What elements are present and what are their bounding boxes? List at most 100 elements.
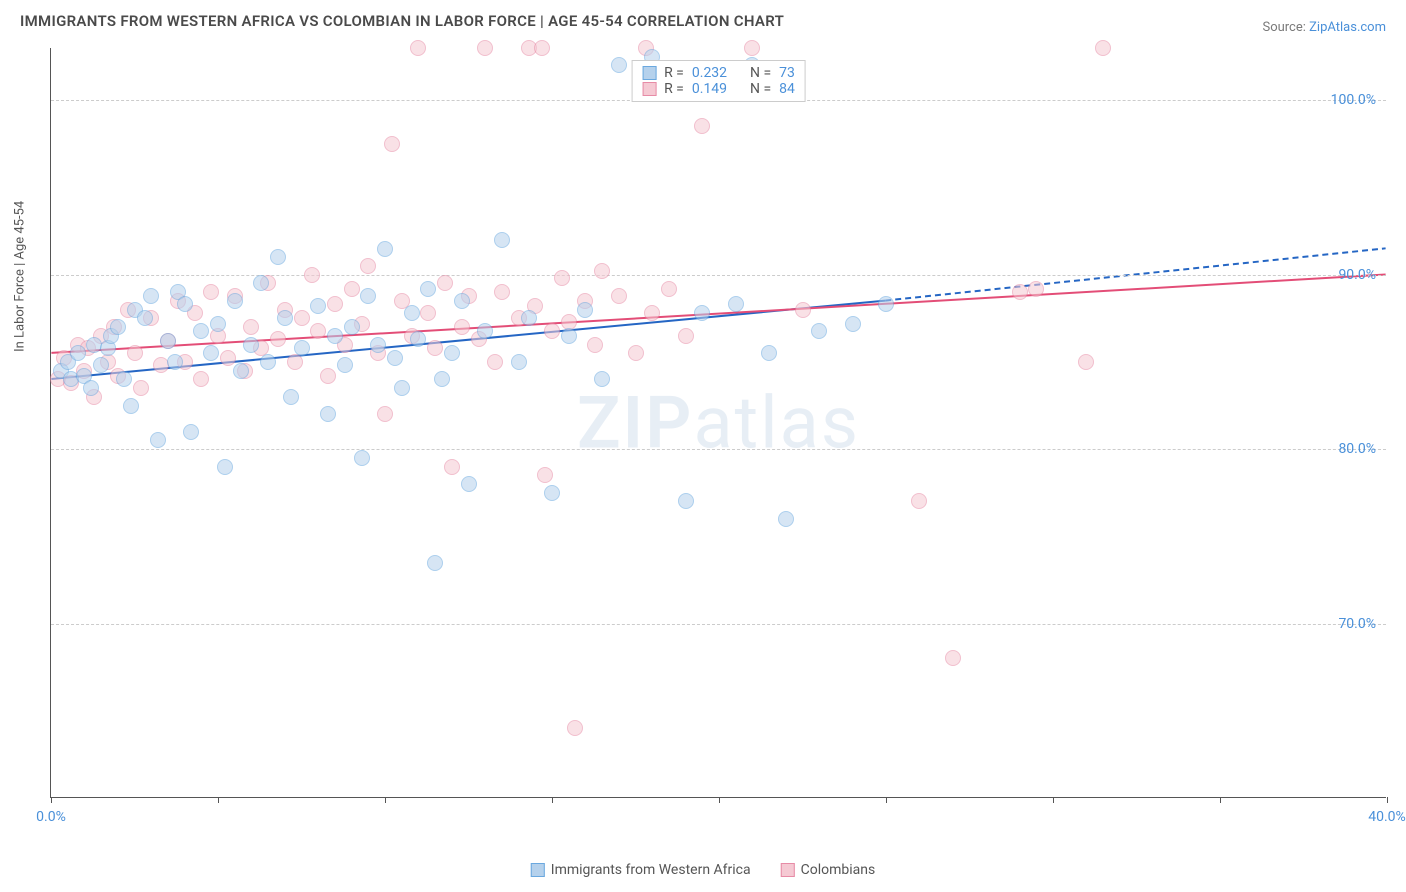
blue-point: [310, 298, 326, 314]
blue-point: [394, 380, 410, 396]
pink-point: [694, 118, 710, 134]
blue-point: [694, 305, 710, 321]
pink-point: [477, 40, 493, 56]
blue-point: [410, 331, 426, 347]
y-tick-label: 80.0%: [1338, 441, 1376, 457]
pink-point: [377, 406, 393, 422]
pink-point: [437, 275, 453, 291]
r-label: R =: [664, 81, 684, 97]
blue-point: [594, 371, 610, 387]
pink-point: [127, 345, 143, 361]
pink-point: [320, 368, 336, 384]
x-tick: [1387, 797, 1388, 803]
blue-point: [143, 288, 159, 304]
blue-point: [511, 354, 527, 370]
blue-point: [320, 406, 336, 422]
blue-point: [260, 354, 276, 370]
blue-point: [110, 319, 126, 335]
y-tick-label: 70.0%: [1338, 616, 1376, 632]
legend-swatch: [531, 863, 545, 877]
x-tick: [218, 797, 219, 803]
pink-point: [594, 263, 610, 279]
x-tick: [385, 797, 386, 803]
pink-point: [744, 40, 760, 56]
blue-point: [461, 476, 477, 492]
pink-point: [454, 319, 470, 335]
blue-point: [294, 340, 310, 356]
gridline-h: [51, 449, 1386, 450]
blue-point: [83, 380, 99, 396]
blue-point: [354, 450, 370, 466]
blue-point: [123, 398, 139, 414]
blue-point: [177, 296, 193, 312]
pink-point: [360, 258, 376, 274]
blue-point: [577, 302, 593, 318]
pink-point: [494, 284, 510, 300]
pink-point: [220, 350, 236, 366]
pink-point: [1078, 354, 1094, 370]
pink-point: [294, 310, 310, 326]
legend-swatch: [642, 66, 656, 80]
blue-point: [160, 333, 176, 349]
blue-point: [811, 323, 827, 339]
n-value: 84: [779, 81, 795, 97]
x-tick-label: 0.0%: [36, 809, 66, 825]
pink-point: [611, 288, 627, 304]
watermark: ZIPatlas: [577, 380, 860, 465]
watermark-rest: atlas: [693, 380, 860, 465]
blue-point: [427, 555, 443, 571]
pink-point: [193, 371, 209, 387]
pink-point: [678, 328, 694, 344]
pink-point: [567, 720, 583, 736]
x-tick: [1220, 797, 1221, 803]
r-value: 0.149: [692, 81, 727, 97]
pink-point: [661, 281, 677, 297]
blue-point: [728, 296, 744, 312]
pink-point: [945, 650, 961, 666]
blue-point: [93, 357, 109, 373]
blue-point: [444, 345, 460, 361]
blue-point: [243, 337, 259, 353]
pink-point: [795, 302, 811, 318]
pink-point: [544, 323, 560, 339]
blue-point: [387, 350, 403, 366]
blue-point: [845, 316, 861, 332]
n-value: 73: [779, 65, 795, 81]
legend-item: Immigrants from Western Africa: [531, 862, 751, 878]
blue-point: [137, 310, 153, 326]
blue-point: [344, 319, 360, 335]
legend-label: Immigrants from Western Africa: [551, 862, 751, 878]
pink-point: [410, 40, 426, 56]
blue-point: [360, 288, 376, 304]
blue-point: [270, 249, 286, 265]
pink-point: [287, 354, 303, 370]
chart-title: IMMIGRANTS FROM WESTERN AFRICA VS COLOMB…: [20, 12, 784, 30]
blue-point: [494, 232, 510, 248]
blue-point: [233, 363, 249, 379]
blue-point: [253, 275, 269, 291]
blue-point: [404, 305, 420, 321]
blue-point: [544, 485, 560, 501]
blue-point: [778, 511, 794, 527]
legend-correlation-box: R = 0.232 N = 73 R = 0.149 N = 84: [631, 60, 806, 102]
pink-point: [427, 340, 443, 356]
blue-point: [150, 432, 166, 448]
pink-point: [420, 305, 436, 321]
source-attribution: Source: ZipAtlas.com: [1262, 20, 1386, 35]
y-axis-label: In Labor Force | Age 45-54: [13, 201, 28, 352]
source-link[interactable]: ZipAtlas.com: [1309, 20, 1386, 35]
pink-point: [327, 296, 343, 312]
y-tick-label: 100.0%: [1331, 92, 1376, 108]
blue-point: [217, 459, 233, 475]
legend-item: Colombians: [781, 862, 876, 878]
y-tick-label: 90.0%: [1338, 267, 1376, 283]
pink-point: [554, 270, 570, 286]
legend-correlation-row: R = 0.232 N = 73: [642, 65, 795, 81]
x-tick: [552, 797, 553, 803]
blue-point: [203, 345, 219, 361]
pink-point: [1012, 284, 1028, 300]
blue-point: [420, 281, 436, 297]
pink-point: [243, 319, 259, 335]
pink-point: [203, 284, 219, 300]
legend-label: Colombians: [801, 862, 876, 878]
